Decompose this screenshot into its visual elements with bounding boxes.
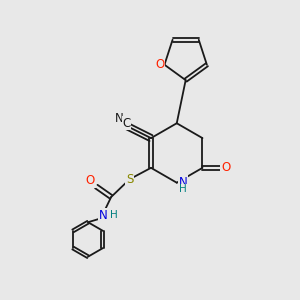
Text: S: S <box>126 172 133 186</box>
Text: O: O <box>155 58 165 71</box>
Text: N: N <box>115 112 123 125</box>
Text: H: H <box>110 210 118 220</box>
Text: N: N <box>179 176 188 189</box>
Text: N: N <box>99 209 108 222</box>
Text: O: O <box>221 161 230 174</box>
Text: C: C <box>122 117 131 130</box>
Text: O: O <box>86 174 95 187</box>
Text: H: H <box>179 184 187 194</box>
